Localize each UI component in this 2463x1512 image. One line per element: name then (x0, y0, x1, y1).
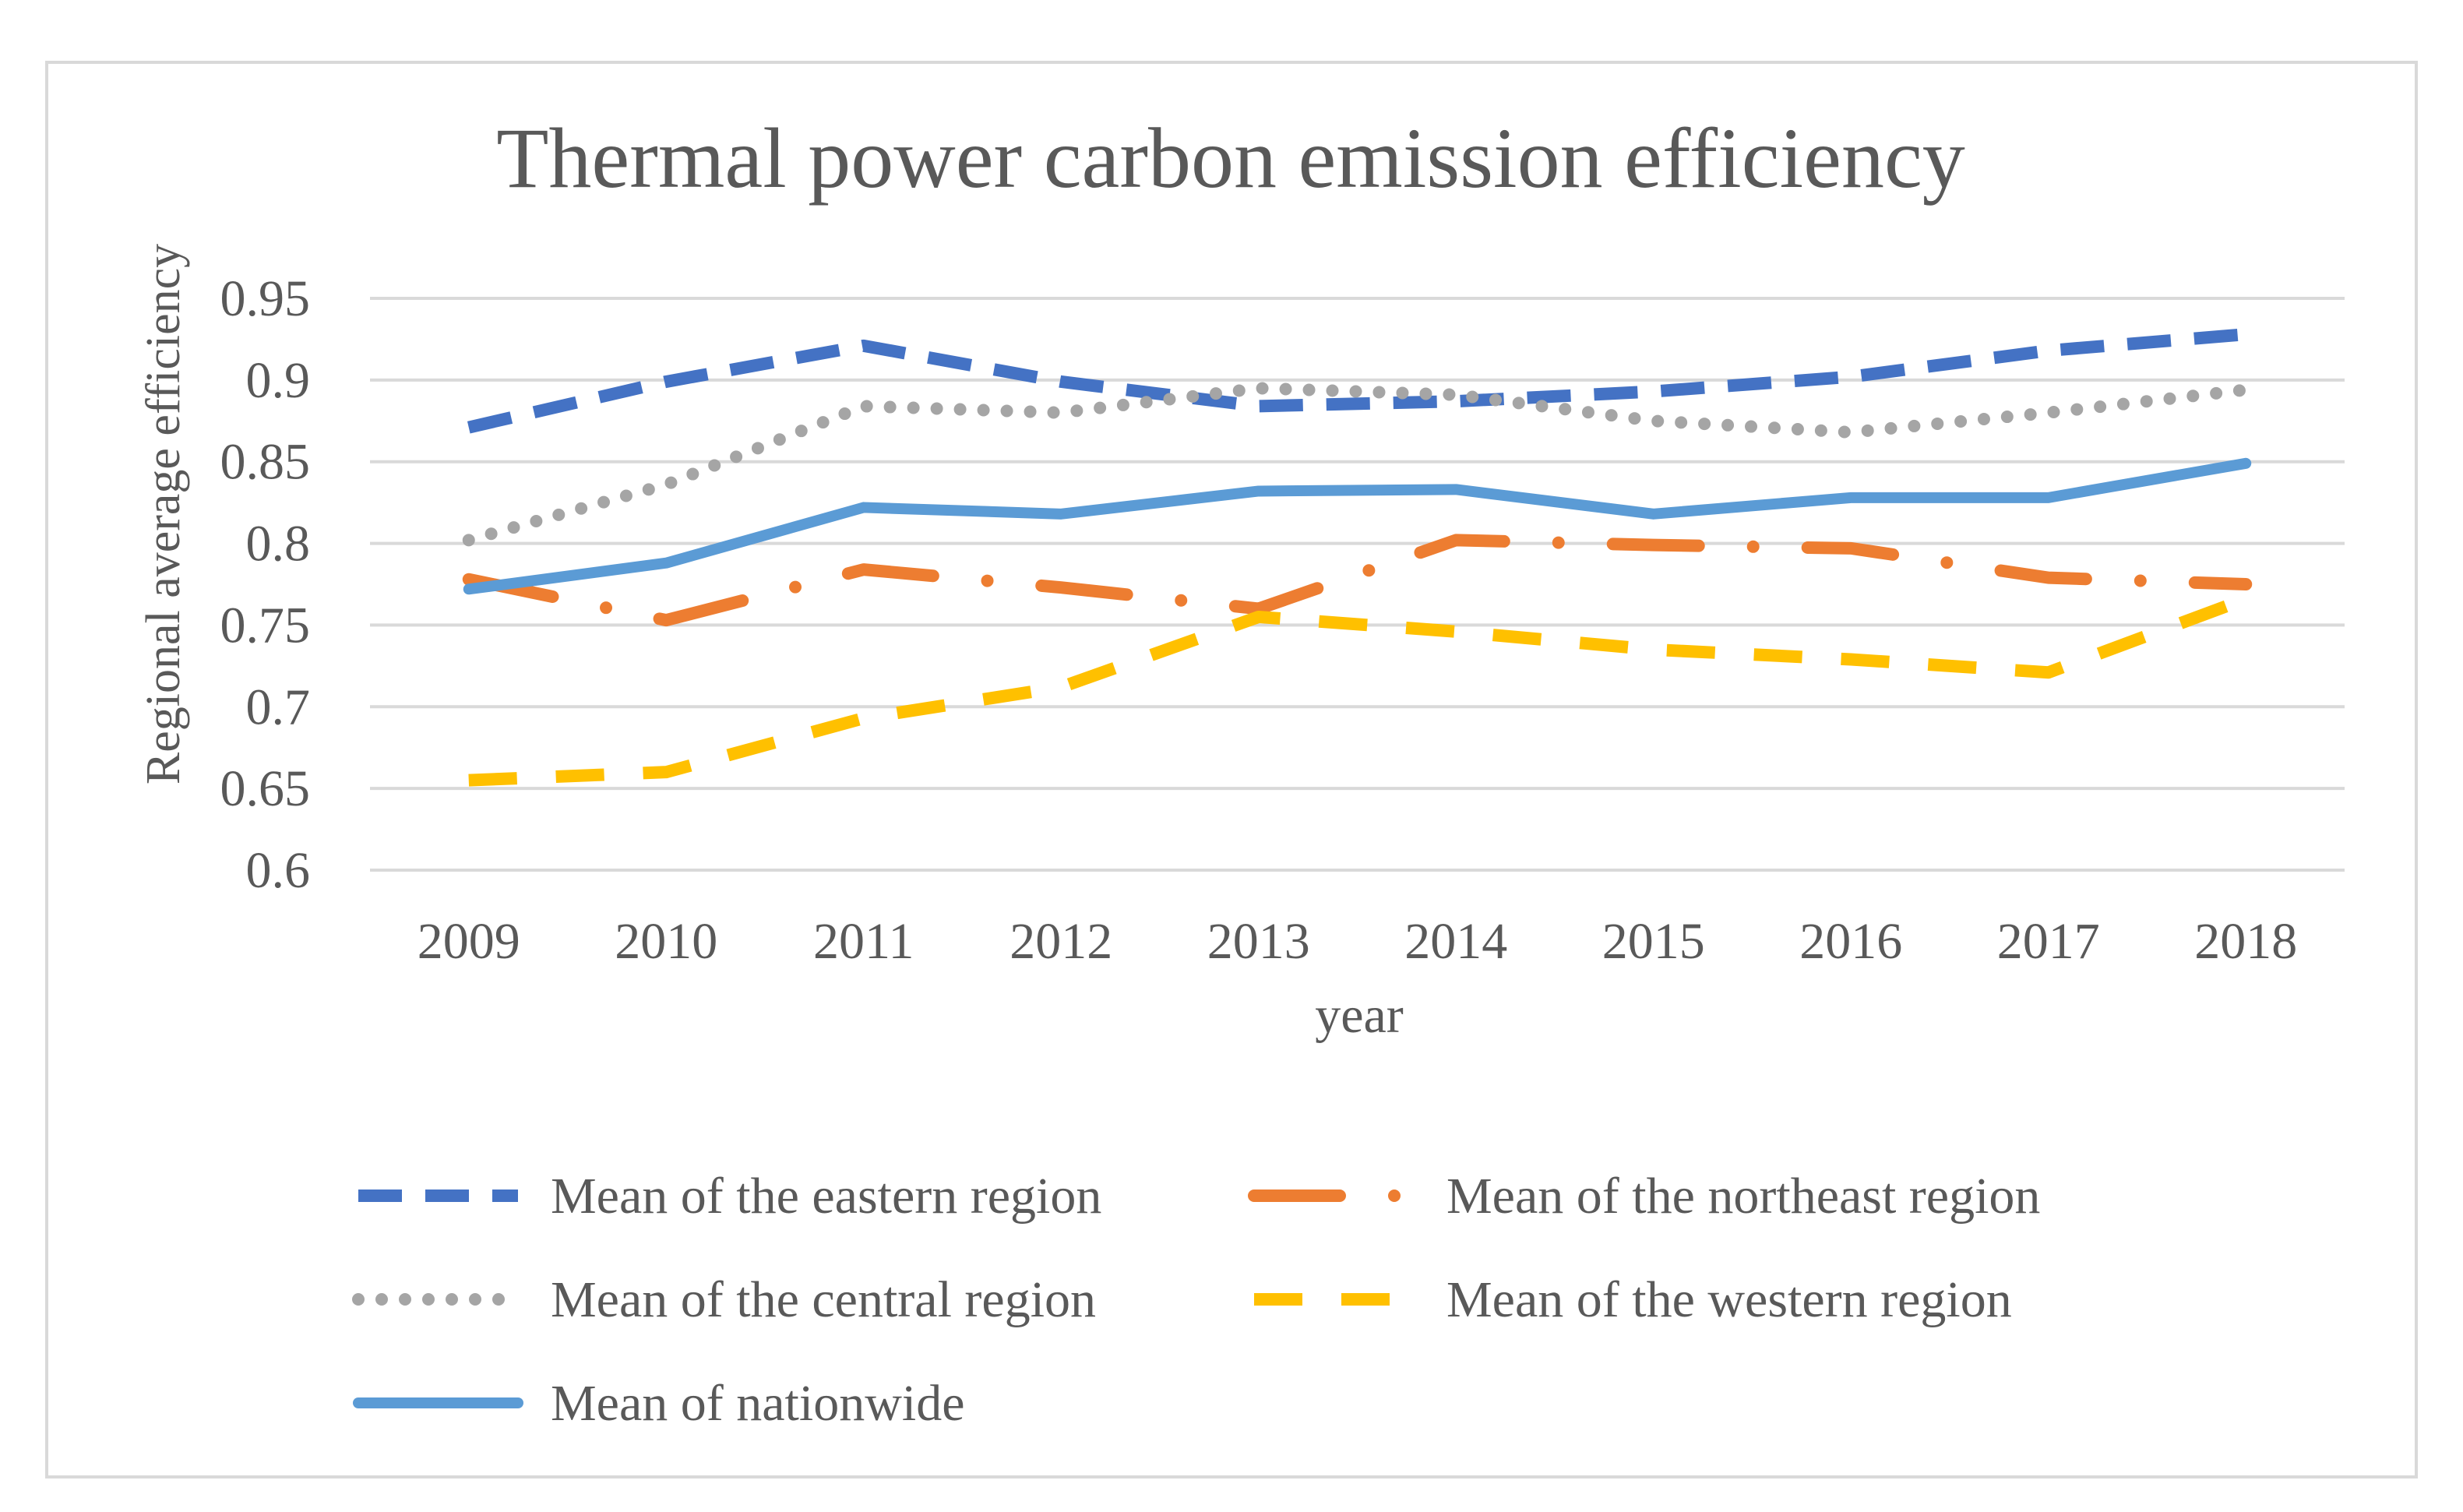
y-tick-label: 0.9 (246, 352, 311, 409)
series-line-1 (462, 534, 2253, 627)
legend-item: Mean of the northeast region (1248, 1168, 2040, 1225)
x-tick-label: 2013 (1207, 913, 1310, 970)
x-tick-label: 2017 (1997, 913, 2100, 970)
y-tick-label: 0.75 (220, 597, 311, 654)
x-tick-label: 2011 (813, 913, 914, 970)
data-point (1258, 491, 1259, 492)
y-tick-labels: 0.6 0.65 0.7 0.75 0.8 0.85 0.9 0.95 (220, 270, 311, 899)
data-point (1258, 608, 1259, 609)
data-point (468, 589, 469, 590)
legend: Mean of the eastern region Mean of the no… (352, 1168, 2040, 1432)
data-point (863, 345, 864, 346)
data-point (1456, 401, 1457, 402)
data-point (1258, 388, 1259, 389)
gridlines (370, 297, 2345, 872)
data-point (468, 427, 469, 428)
data-point (666, 772, 667, 773)
data-point (666, 562, 667, 563)
data-point (863, 569, 864, 570)
data-point (1851, 659, 1852, 660)
y-tick-label: 0.95 (220, 270, 311, 327)
data-point (1061, 587, 1062, 588)
series-line-0 (467, 328, 2246, 434)
data-point (863, 406, 864, 407)
legend-label: Mean of the eastern region (551, 1168, 1101, 1225)
data-point (1258, 406, 1259, 407)
data-point (1456, 489, 1457, 490)
x-tick-label: 2009 (418, 913, 520, 970)
data-point (1061, 412, 1062, 413)
x-tick-label: 2012 (1010, 913, 1112, 970)
data-point (1061, 381, 1062, 382)
series-line-3 (468, 593, 2249, 787)
y-tick-label: 0.7 (246, 678, 311, 735)
data-point (1456, 394, 1457, 395)
data-point (468, 579, 469, 580)
data-point (1653, 391, 1654, 392)
data-point (2048, 412, 2049, 413)
y-tick-label: 0.8 (246, 516, 311, 573)
data-point (1456, 540, 1457, 541)
x-axis-label: year (1315, 987, 1404, 1044)
legend-label: Mean of the northeast region (1446, 1168, 2040, 1225)
x-tick-label: 2016 (1799, 913, 1902, 970)
x-tick-labels: 2009 2010 2011 2012 2013 2014 2015 2016 2017 2018 (418, 913, 2298, 970)
y-tick-label: 0.6 (246, 842, 311, 899)
data-point (666, 381, 667, 382)
legend-item: Mean of the eastern region (358, 1168, 1101, 1225)
data-point (1653, 649, 1654, 650)
y-tick-label: 0.85 (220, 434, 311, 491)
data-point (2048, 672, 2049, 673)
legend-label: Mean of nationwide (551, 1375, 965, 1432)
data-point (2048, 577, 2049, 578)
legend-label: Mean of the western region (1446, 1271, 2012, 1328)
data-point (2048, 497, 2049, 498)
series-lines (462, 328, 2253, 787)
data-point (1851, 497, 1852, 498)
legend-item: Mean of the central region (352, 1271, 1096, 1328)
chart-title: Thermal power carbon emission efficiency (496, 111, 1965, 206)
legend-label: Mean of the central region (551, 1271, 1096, 1328)
x-tick-label: 2015 (1602, 913, 1705, 970)
data-point (863, 717, 864, 718)
data-point (1653, 513, 1654, 514)
series-line-4 (463, 457, 2252, 595)
data-point (468, 540, 469, 541)
x-tick-label: 2010 (615, 913, 717, 970)
data-point (1851, 376, 1852, 377)
y-axis-label: Regional average efficiency (137, 244, 190, 784)
legend-item: Mean of nationwide (353, 1375, 965, 1432)
y-tick-label: 0.65 (220, 760, 311, 817)
data-point (863, 507, 864, 508)
data-point (468, 780, 469, 781)
data-point (666, 620, 667, 621)
series-line-2 (462, 382, 2253, 547)
x-tick-label: 2018 (2194, 913, 2297, 970)
x-tick-label: 2014 (1404, 913, 1507, 970)
data-point (1456, 631, 1457, 632)
data-point (1061, 687, 1062, 688)
data-point (1061, 513, 1062, 514)
data-point (1258, 616, 1259, 617)
legend-item: Mean of the western region (1254, 1271, 2012, 1328)
